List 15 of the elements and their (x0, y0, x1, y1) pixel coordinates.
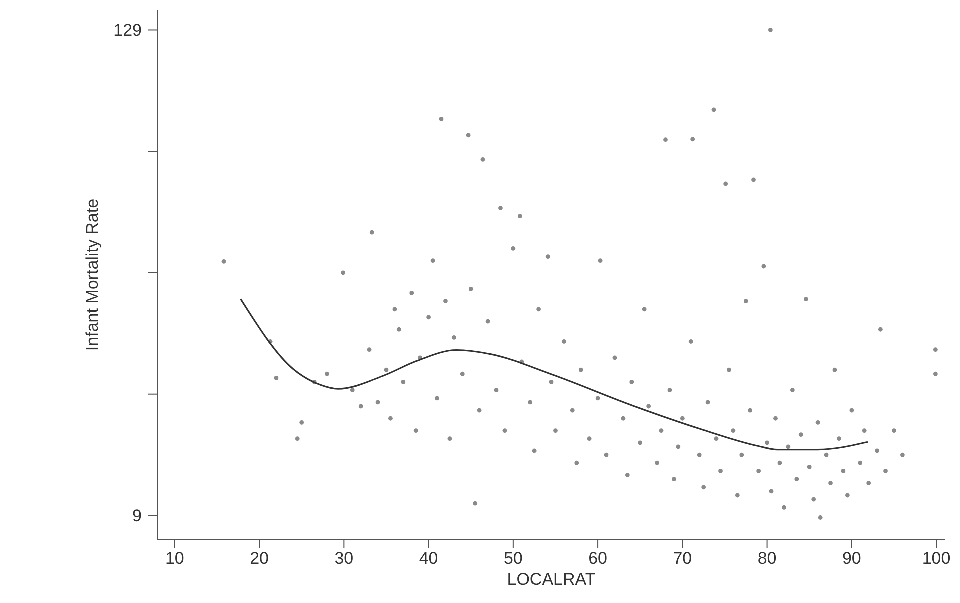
x-tick-label: 90 (842, 549, 862, 568)
x-tick-label: 40 (419, 549, 438, 568)
x-tick-label: 50 (504, 549, 523, 568)
x-tick-label: 60 (588, 549, 608, 568)
x-axis-title: LOCALRAT (507, 570, 596, 589)
y-axis-title: Infant Mortality Rate (83, 198, 102, 352)
x-tick-label: 70 (673, 549, 692, 568)
x-tick-label: 80 (758, 549, 777, 568)
line-series (240, 298, 869, 451)
y-tick-label: 9 (132, 506, 142, 526)
x-tick-label: 30 (334, 549, 354, 568)
x-tick-label: 10 (165, 549, 184, 568)
x-tick-label: 100 (922, 549, 951, 568)
y-tick-label: 129 (114, 21, 142, 40)
x-tick-label: 20 (250, 549, 270, 568)
